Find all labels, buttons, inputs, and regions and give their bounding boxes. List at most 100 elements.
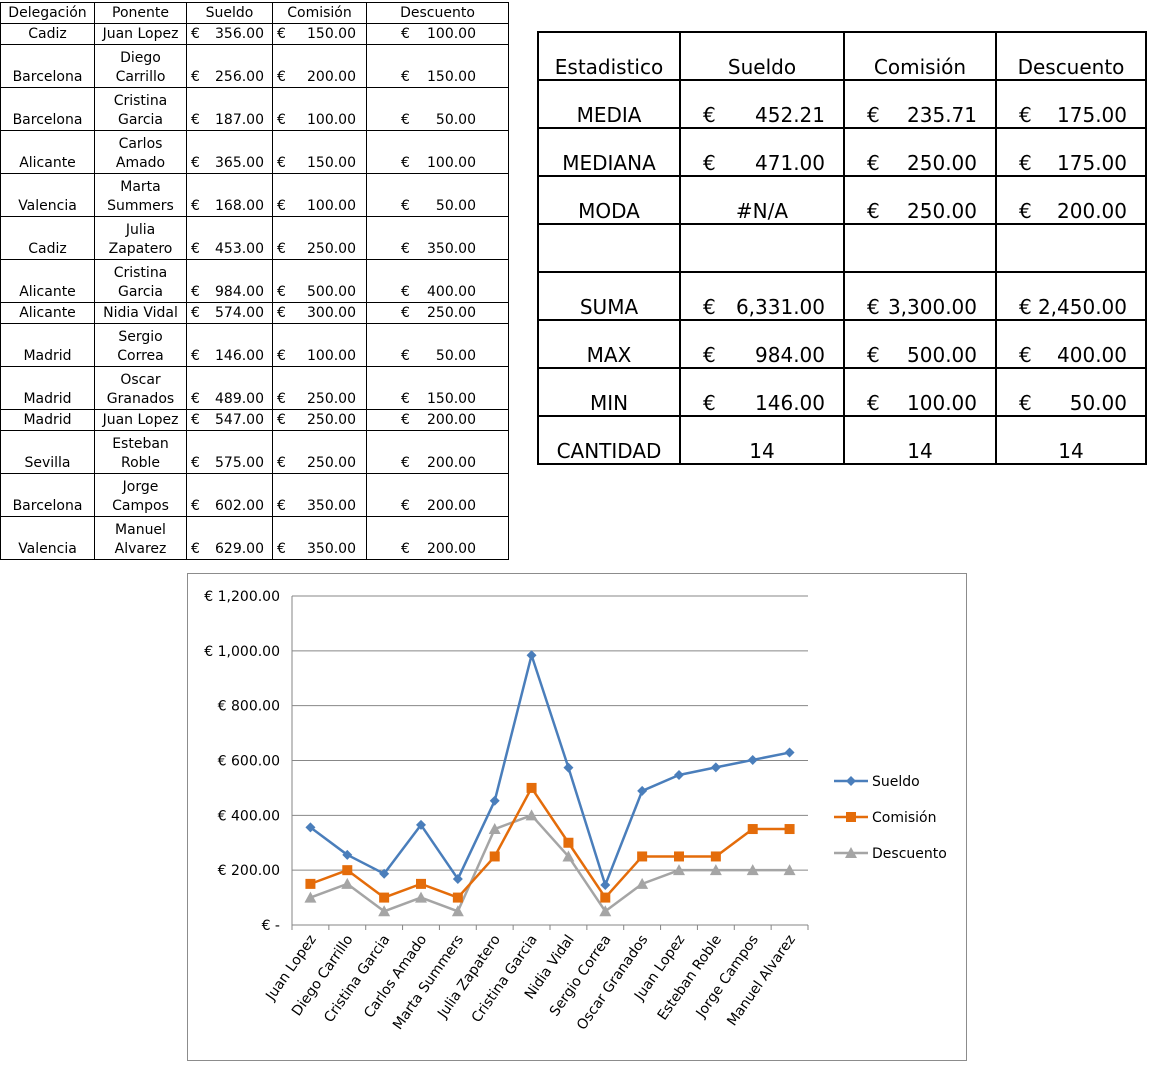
stats-label[interactable]: MAX (537, 319, 681, 369)
data-point[interactable] (305, 878, 316, 889)
cell-delegacion[interactable]: Alicante (0, 259, 95, 303)
cell-comision[interactable]: €350.00 (272, 473, 367, 517)
stats-cell-descuento[interactable]: €200.00 (995, 175, 1147, 225)
data-point[interactable] (489, 795, 500, 806)
stats-cell-descuento[interactable] (995, 223, 1147, 273)
cell-comision[interactable]: €250.00 (272, 366, 367, 410)
stats-cell-comision[interactable] (843, 223, 997, 273)
stats-cell-sueldo[interactable]: €471.00 (679, 127, 845, 177)
cell-sueldo[interactable]: €356.00 (186, 23, 273, 45)
stats-cell-descuento[interactable]: €175.00 (995, 127, 1147, 177)
cell-comision[interactable]: €250.00 (272, 216, 367, 260)
cell-ponente[interactable]: Manuel Alvarez (94, 516, 187, 560)
cell-delegacion[interactable]: Alicante (0, 302, 95, 324)
stats-cell-sueldo[interactable]: 14 (679, 415, 845, 465)
cell-ponente[interactable]: Carlos Amado (94, 130, 187, 174)
stats-header-estadistico[interactable]: Estadistico (537, 31, 681, 81)
data-point[interactable] (637, 851, 648, 862)
cell-sueldo[interactable]: €574.00 (186, 302, 273, 324)
cell-delegacion[interactable]: Barcelona (0, 87, 95, 131)
cell-sueldo[interactable]: €984.00 (186, 259, 273, 303)
header-comision[interactable]: Comisión (272, 2, 367, 24)
cell-ponente[interactable]: Cristina Garcia (94, 259, 187, 303)
cell-sueldo[interactable]: €365.00 (186, 130, 273, 174)
data-point[interactable] (415, 891, 427, 903)
cell-ponente[interactable]: Sergio Correa (94, 323, 187, 367)
cell-comision[interactable]: €100.00 (272, 87, 367, 131)
data-point[interactable] (378, 905, 391, 917)
cell-delegacion[interactable]: Barcelona (0, 473, 95, 517)
cell-descuento[interactable]: €400.00 (366, 259, 509, 303)
stats-cell-comision[interactable]: 14 (843, 415, 997, 465)
data-point[interactable] (637, 785, 648, 796)
cell-descuento[interactable]: €200.00 (366, 473, 509, 517)
data-point[interactable] (452, 873, 463, 884)
data-point[interactable] (379, 892, 390, 903)
data-point[interactable] (342, 865, 353, 876)
cell-comision[interactable]: €250.00 (272, 430, 367, 474)
header-descuento[interactable]: Descuento (366, 2, 509, 24)
stats-cell-comision[interactable]: €250.00 (843, 127, 997, 177)
cell-descuento[interactable]: €50.00 (366, 323, 509, 367)
stats-label[interactable]: MEDIA (537, 79, 681, 129)
data-point[interactable] (341, 877, 354, 889)
stats-label[interactable]: CANTIDAD (537, 415, 681, 465)
data-point[interactable] (709, 864, 722, 876)
data-point[interactable] (747, 824, 758, 835)
cell-sueldo[interactable]: €187.00 (186, 87, 273, 131)
cell-descuento[interactable]: €200.00 (366, 430, 509, 474)
line-chart[interactable]: € - € 200.00 € 400.00 € 600.00 € 800.00 € 1,0… (187, 573, 967, 1061)
cell-sueldo[interactable]: €256.00 (186, 44, 273, 88)
data-point[interactable] (526, 650, 537, 661)
cell-comision[interactable]: €150.00 (272, 130, 367, 174)
data-point[interactable] (600, 879, 611, 890)
stats-header-sueldo[interactable]: Sueldo (679, 31, 845, 81)
data-point[interactable] (784, 824, 795, 835)
data-point[interactable] (747, 754, 758, 765)
stats-cell-sueldo[interactable] (679, 223, 845, 273)
stats-header-descuento[interactable]: Descuento (995, 31, 1147, 81)
cell-ponente[interactable]: Diego Carrillo (94, 44, 187, 88)
cell-sueldo[interactable]: €168.00 (186, 173, 273, 217)
cell-delegacion[interactable]: Cadiz (0, 23, 95, 45)
data-point[interactable] (600, 892, 611, 903)
series-line-comisión[interactable] (309, 786, 790, 899)
stats-cell-descuento[interactable]: 14 (995, 415, 1147, 465)
cell-comision[interactable]: €500.00 (272, 259, 367, 303)
stats-label[interactable]: MIN (537, 367, 681, 417)
cell-delegacion[interactable]: Cadiz (0, 216, 95, 260)
cell-comision[interactable]: €100.00 (272, 173, 367, 217)
cell-ponente[interactable]: Juan Lopez (94, 23, 187, 45)
cell-sueldo[interactable]: €602.00 (186, 473, 273, 517)
data-point[interactable] (599, 905, 612, 917)
cell-sueldo[interactable]: €453.00 (186, 216, 273, 260)
cell-delegacion[interactable]: Valencia (0, 516, 95, 560)
data-point[interactable] (416, 878, 426, 889)
cell-delegacion[interactable]: Alicante (0, 130, 95, 174)
stats-cell-sueldo[interactable]: #N/A (679, 175, 845, 225)
cell-comision[interactable]: €200.00 (272, 44, 367, 88)
cell-delegacion[interactable]: Valencia (0, 173, 95, 217)
cell-ponente[interactable]: Cristina Garcia (94, 87, 187, 131)
cell-descuento[interactable]: €250.00 (366, 302, 509, 324)
stats-cell-descuento[interactable]: €175.00 (995, 79, 1147, 129)
cell-sueldo[interactable]: €575.00 (186, 430, 273, 474)
cell-descuento[interactable]: €200.00 (366, 516, 509, 560)
data-point[interactable] (379, 868, 390, 879)
data-point[interactable] (746, 864, 759, 876)
data-point[interactable] (846, 776, 856, 786)
cell-comision[interactable]: €150.00 (272, 23, 367, 45)
cell-delegacion[interactable]: Madrid (0, 409, 95, 431)
cell-delegacion[interactable]: Sevilla (0, 430, 95, 474)
cell-ponente[interactable]: Jorge Campos (94, 473, 187, 517)
data-point[interactable] (305, 822, 316, 833)
stats-header-comision[interactable]: Comisión (843, 31, 997, 81)
series-line-descuento[interactable] (309, 814, 790, 913)
data-point[interactable] (563, 762, 574, 773)
data-point[interactable] (563, 837, 574, 848)
data-point[interactable] (673, 864, 685, 876)
stats-cell-sueldo[interactable]: €146.00 (679, 367, 845, 417)
series-line-sueldo[interactable] (309, 653, 790, 887)
cell-comision[interactable]: €250.00 (272, 409, 367, 431)
cell-comision[interactable]: €300.00 (272, 302, 367, 324)
